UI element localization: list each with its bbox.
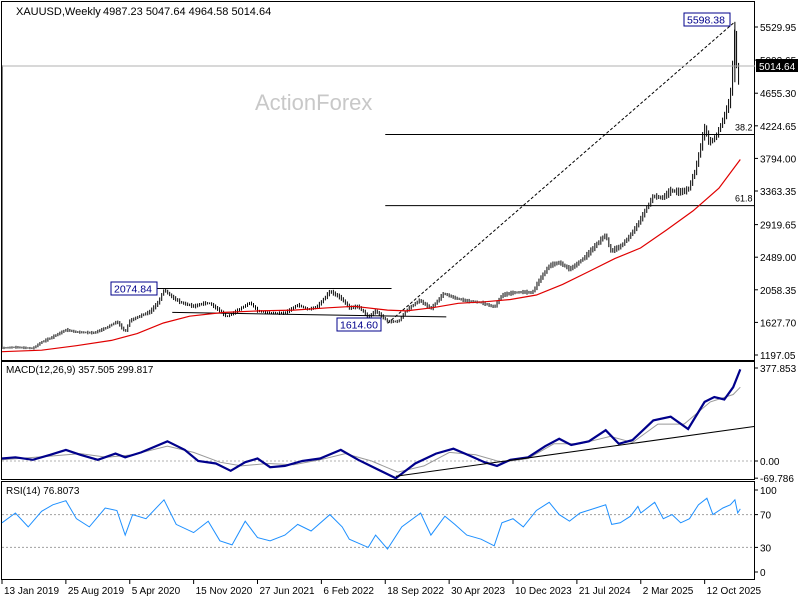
price-annotation-label: 2074.84 <box>114 284 152 296</box>
price-annotation-box <box>336 317 382 332</box>
price-annotation-box <box>110 281 158 296</box>
macd-title: MACD(12,26,9) 357.505 299.817 <box>6 365 154 376</box>
rsi-title: RSI(14) 76.8073 <box>6 486 80 497</box>
macd-signal-line <box>1 386 741 473</box>
x-tick-label: 6 Feb 2022 <box>323 586 374 597</box>
price-y-tick-label: 5529.95 <box>760 23 797 34</box>
x-tick-label: 21 Jul 2024 <box>579 586 631 597</box>
peak-trend-dashed-line <box>387 21 736 324</box>
x-tick-label: 30 Apr 2023 <box>451 586 505 597</box>
price-y-tick-label: 4224.65 <box>760 122 797 133</box>
x-tick-label: 15 Nov 2020 <box>196 586 253 597</box>
x-tick-label: 12 Oct 2025 <box>707 586 762 597</box>
price-y-tick-label: 1627.70 <box>760 318 797 329</box>
price-y-tick-label: 2489.00 <box>760 253 797 264</box>
price-annotation-label: 1614.60 <box>340 320 378 332</box>
x-tick-label: 5 Apr 2020 <box>132 586 181 597</box>
current-price-tag <box>756 59 798 73</box>
price-y-tick-label: 2058.35 <box>760 286 797 297</box>
rsi-panel-frame <box>1 481 755 580</box>
x-tick-label: 27 Jun 2021 <box>260 586 315 597</box>
fib-level-label: 61.8 <box>735 194 753 204</box>
macd-panel-frame <box>1 361 755 480</box>
macd-y-tick-label: 0.00 <box>760 457 780 468</box>
axis-layer: 5529.955092.654655.304224.653794.003363.… <box>1 23 798 597</box>
macd-trendline <box>395 426 755 477</box>
price-y-tick-label: 3363.35 <box>760 187 797 198</box>
price-y-tick-label: 3794.00 <box>760 154 797 165</box>
x-tick-label: 18 Sep 2022 <box>387 586 444 597</box>
rsi-y-tick-label: 70 <box>760 511 772 522</box>
price-annotation-box <box>683 12 731 27</box>
rsi-line <box>1 497 741 550</box>
chart-ohlc-readout: 4987.23 5047.64 4964.58 5014.64 <box>103 6 271 18</box>
x-tick-label: 13 Jan 2019 <box>4 586 59 597</box>
rsi-series-layer <box>1 497 754 550</box>
price-y-tick-label: 4655.30 <box>760 89 797 100</box>
current-price-label: 5014.64 <box>759 62 796 73</box>
price-bars <box>1 21 740 350</box>
x-tick-label: 2 Mar 2025 <box>643 586 694 597</box>
x-tick-label: 10 Dec 2023 <box>515 586 572 597</box>
macd-y-tick-label: 377.853 <box>760 364 797 375</box>
price-y-tick-label: 2919.65 <box>760 221 797 232</box>
macd-series-layer <box>1 368 755 480</box>
fib-level-label: 38.2 <box>735 122 753 132</box>
x-tick-label: 25 Aug 2019 <box>68 586 125 597</box>
watermark: ActionForex <box>255 90 372 115</box>
macd-y-tick-label: -69.786 <box>760 474 794 485</box>
rsi-y-tick-label: 100 <box>760 486 777 497</box>
price-series-layer: 38.2 61.8 5598.38 2074.84 1614.60 <box>1 12 755 353</box>
price-y-tick-label: 1197.05 <box>760 351 796 362</box>
moving-average-line <box>1 159 741 353</box>
macd-line <box>1 368 742 480</box>
rsi-y-tick-label: 30 <box>760 543 772 554</box>
price-annotation-label: 5598.38 <box>687 15 725 27</box>
rsi-y-tick-label: 0 <box>760 568 766 579</box>
chart-symbol-title: XAUUSD,Weekly <box>16 6 101 18</box>
